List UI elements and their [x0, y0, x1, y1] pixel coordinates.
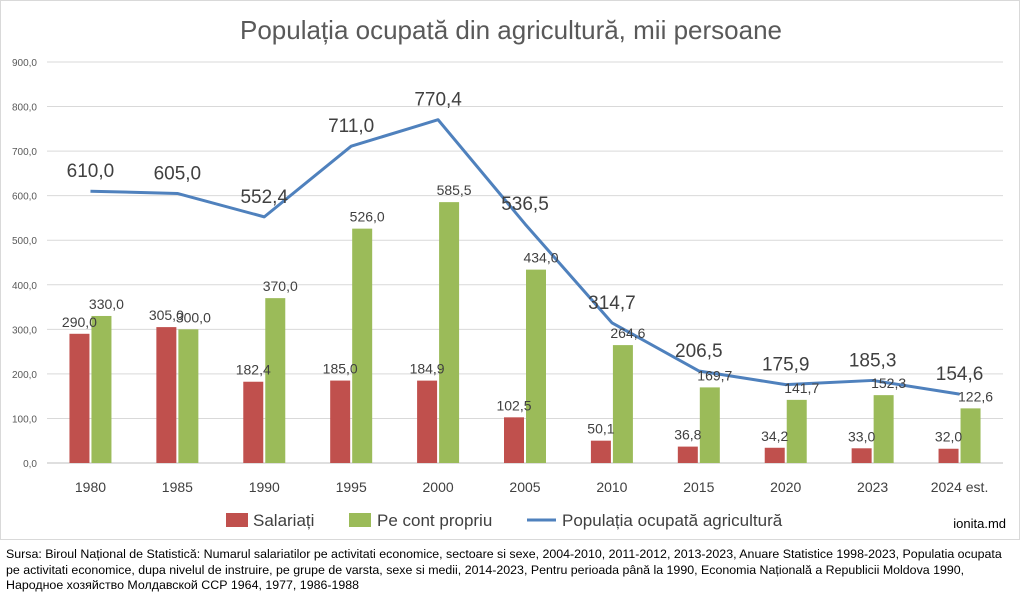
- bar-salariati: [69, 333, 90, 463]
- data-label-pe-cont-propriu: 152,3: [871, 375, 906, 391]
- legend-label-salariati: Salariați: [253, 511, 314, 530]
- y-tick-label: 100,0: [12, 414, 37, 425]
- data-label-pe-cont-propriu: 169,7: [697, 367, 732, 383]
- data-label-populatia: 552,4: [240, 187, 288, 208]
- bar-salariati: [590, 440, 611, 463]
- y-tick-label: 600,0: [12, 192, 37, 203]
- bar-pe-cont-propriu: [265, 298, 286, 463]
- data-label-salariati: 185,0: [323, 361, 358, 377]
- bar-salariati: [938, 448, 959, 463]
- y-tick-label: 900,0: [12, 58, 37, 69]
- y-tick-label: 700,0: [12, 147, 37, 158]
- bar-salariati: [156, 327, 177, 463]
- data-label-salariati: 32,0: [935, 429, 962, 445]
- data-label-populatia: 536,5: [501, 194, 549, 215]
- data-label-pe-cont-propriu: 330,0: [89, 296, 124, 312]
- data-label-pe-cont-propriu: 300,0: [176, 309, 211, 325]
- x-tick-label: 1980: [75, 479, 106, 495]
- data-label-pe-cont-propriu: 122,6: [958, 388, 993, 404]
- data-label-populatia: 711,0: [328, 116, 374, 137]
- y-tick-label: 300,0: [12, 325, 37, 336]
- data-label-populatia: 154,6: [936, 364, 984, 385]
- x-tick-label: 2010: [596, 479, 627, 495]
- data-label-salariati: 305,0: [149, 307, 184, 323]
- bar-salariati: [851, 448, 872, 463]
- data-label-salariati: 290,0: [62, 314, 97, 330]
- chart-title: Populația ocupată din agricultură, mii p…: [240, 15, 782, 45]
- legend-label-populatia: Populația ocupată agricultură: [562, 511, 783, 530]
- x-tick-label: 2023: [857, 479, 888, 495]
- data-label-populatia: 314,7: [588, 293, 636, 314]
- data-label-pe-cont-propriu: 585,5: [437, 182, 472, 198]
- y-tick-label: 400,0: [12, 281, 37, 292]
- watermark: ionita.md: [953, 516, 1006, 531]
- bar-salariati: [764, 447, 785, 463]
- bar-pe-cont-propriu: [699, 387, 720, 463]
- data-label-salariati: 34,2: [761, 428, 788, 444]
- data-label-salariati: 50,1: [587, 421, 614, 437]
- y-tick-label: 500,0: [12, 236, 37, 247]
- data-label-pe-cont-propriu: 264,6: [610, 325, 645, 341]
- bar-salariati: [330, 380, 351, 463]
- data-label-salariati: 102,5: [496, 397, 531, 413]
- x-tick-label: 2024 est.: [931, 479, 989, 495]
- bar-salariati: [504, 417, 524, 463]
- x-tick-label: 2020: [770, 479, 801, 495]
- bar-pe-cont-propriu: [439, 202, 460, 463]
- bar-pe-cont-propriu: [960, 408, 981, 463]
- series-line-populatia: [90, 118, 960, 396]
- bar-pe-cont-propriu: [352, 228, 373, 463]
- data-label-populatia: 175,9: [762, 355, 810, 376]
- x-tick-label: 2005: [509, 479, 540, 495]
- bar-salariati: [677, 446, 698, 463]
- data-label-populatia: 206,5: [675, 341, 723, 362]
- data-label-salariati: 184,9: [410, 361, 445, 377]
- x-tick-label: 1995: [336, 479, 367, 495]
- data-label-pe-cont-propriu: 370,0: [263, 278, 298, 294]
- bar-pe-cont-propriu: [526, 269, 546, 463]
- data-label-salariati: 36,8: [674, 427, 701, 443]
- legend-swatch-salariati: [226, 513, 248, 527]
- bar-pe-cont-propriu: [91, 315, 112, 463]
- bar-pe-cont-propriu: [612, 345, 633, 463]
- source-note: Sursa: Biroul Național de Statistică: Nu…: [6, 547, 1002, 592]
- data-label-populatia: 185,3: [849, 350, 897, 371]
- data-label-salariati: 182,4: [236, 362, 271, 378]
- y-tick-label: 200,0: [12, 370, 37, 381]
- chart: Populația ocupată din agricultură, mii p…: [12, 15, 1003, 530]
- data-label-pe-cont-propriu: 141,7: [784, 380, 819, 396]
- data-label-populatia: 610,0: [67, 161, 115, 182]
- bar-pe-cont-propriu: [873, 395, 894, 463]
- data-label-populatia: 770,4: [414, 90, 462, 111]
- x-tick-label: 1990: [249, 479, 280, 495]
- bar-pe-cont-propriu: [178, 329, 199, 463]
- data-label-salariati: 33,0: [848, 428, 875, 444]
- x-tick-label: 1985: [162, 479, 193, 495]
- data-label-pe-cont-propriu: 434,0: [523, 250, 558, 266]
- bar-pe-cont-propriu: [786, 399, 807, 463]
- y-tick-label: 800,0: [12, 103, 37, 114]
- legend-swatch-pe-cont-propriu: [349, 513, 371, 527]
- x-tick-label: 2000: [423, 479, 454, 495]
- bar-salariati: [243, 381, 264, 463]
- data-label-pe-cont-propriu: 526,0: [350, 209, 385, 225]
- y-tick-label: 0,0: [23, 459, 37, 470]
- data-label-populatia: 605,0: [154, 163, 202, 184]
- x-tick-label: 2015: [683, 479, 714, 495]
- legend-label-pe-cont-propriu: Pe cont propriu: [377, 511, 492, 530]
- bar-salariati: [417, 380, 438, 463]
